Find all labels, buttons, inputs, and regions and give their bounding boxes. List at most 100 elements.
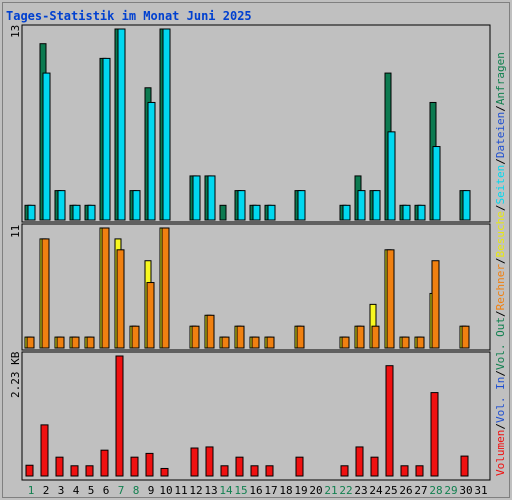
legend-besuche: Besuche <box>494 211 507 257</box>
bar-volumen-day-14 <box>220 465 229 477</box>
x-tick-label-day-6: 6 <box>103 484 110 497</box>
bar-volumen-day-7 <box>115 355 124 477</box>
bar-dateien-day-13 <box>207 175 216 221</box>
bar-dateien-day-16 <box>252 204 261 221</box>
bar-volumen-day-5 <box>85 465 94 477</box>
bar-dateien-day-23 <box>357 190 366 221</box>
bar-volumen-day-16 <box>250 465 259 477</box>
x-tick-label-day-31: 31 <box>474 484 487 497</box>
bar-dateien-day-15 <box>237 190 246 221</box>
panel-top-frame <box>21 24 491 223</box>
bar-rechner-day-13 <box>206 314 215 349</box>
bar-dateien-day-17 <box>267 204 276 221</box>
panel-middle-frame <box>21 223 491 351</box>
bar-rechner-day-15 <box>236 325 245 349</box>
bar-dateien-day-19 <box>297 190 306 221</box>
bar-dateien-day-7 <box>117 28 126 221</box>
bar-volumen-day-3 <box>55 456 64 477</box>
bar-volumen-day-30 <box>460 455 469 477</box>
bottom-ymax-label: 2.23 KB <box>9 351 22 398</box>
bar-dateien-day-1 <box>27 204 36 221</box>
x-tick-label-day-11: 11 <box>174 484 187 497</box>
bar-dateien-day-26 <box>402 204 411 221</box>
x-tick-label-day-27: 27 <box>414 484 427 497</box>
panel-bottom-frame <box>21 351 491 481</box>
x-tick-label-day-28: 28 <box>429 484 442 497</box>
bar-volumen-day-1 <box>25 464 34 477</box>
bar-volumen-day-28 <box>430 392 439 477</box>
legend-sep: / <box>494 310 507 317</box>
x-tick-label-day-14: 14 <box>219 484 233 497</box>
bar-rechner-day-2 <box>41 238 50 349</box>
x-tick-label-day-26: 26 <box>399 484 412 497</box>
bar-rechner-day-14 <box>221 336 230 349</box>
bar-rechner-day-22 <box>341 336 350 349</box>
bar-volumen-day-9 <box>145 452 154 477</box>
bar-rechner-day-26 <box>401 336 410 349</box>
x-tick-label-day-15: 15 <box>234 484 247 497</box>
legend-sep: / <box>494 257 507 264</box>
bar-volumen-day-25 <box>385 365 394 477</box>
x-tick-label-day-12: 12 <box>189 484 202 497</box>
legend-volumen: Volumen <box>494 430 507 476</box>
bar-dateien-day-2 <box>42 72 51 221</box>
legend-anfragen: Anfragen <box>494 52 507 105</box>
x-tick-label-day-22: 22 <box>339 484 352 497</box>
bar-volumen-day-27 <box>415 465 424 477</box>
x-tick-label-day-4: 4 <box>73 484 80 497</box>
legend-vol-out: Vol. Out <box>494 317 507 370</box>
x-tick-label-day-13: 13 <box>204 484 217 497</box>
bar-volumen-day-4 <box>70 465 79 477</box>
x-tick-label-day-30: 30 <box>459 484 472 497</box>
legend-vol-in: Vol. In <box>494 377 507 423</box>
x-tick-label-day-29: 29 <box>444 484 457 497</box>
bar-anfragen-day-14 <box>219 204 227 221</box>
bar-volumen-day-13 <box>205 446 214 477</box>
legend-sep: / <box>494 204 507 211</box>
x-tick-label-day-5: 5 <box>88 484 95 497</box>
legend-sep: / <box>494 370 507 377</box>
bar-rechner-day-17 <box>266 336 275 349</box>
legend-dateien: Dateien <box>494 112 507 158</box>
x-tick-label-day-7: 7 <box>118 484 125 497</box>
bar-dateien-day-10 <box>162 28 171 221</box>
bar-rechner-day-8 <box>131 325 140 349</box>
x-tick-label-day-3: 3 <box>58 484 65 497</box>
bar-dateien-day-24 <box>372 190 381 221</box>
x-tick-label-day-23: 23 <box>354 484 367 497</box>
bar-volumen-day-24 <box>370 456 379 477</box>
bar-volumen-day-23 <box>355 446 364 477</box>
x-tick-label-day-21: 21 <box>324 484 337 497</box>
x-tick-label-day-17: 17 <box>264 484 277 497</box>
chart-title: Tages-Statistik im Monat Juni 2025 <box>6 9 252 23</box>
bar-dateien-day-25 <box>387 131 396 221</box>
x-tick-label-day-9: 9 <box>148 484 155 497</box>
bar-volumen-day-15 <box>235 456 244 477</box>
legend: Volumen/Vol. In/Vol. Out/Rechner/Besuche… <box>494 52 507 476</box>
bar-volumen-day-26 <box>400 465 409 477</box>
x-axis-labels: 1 2 3 4 5 6 7 8 9 10 11 12 13 14 15 16 17 18 19 20 21 22 23 24 2… <box>28 484 488 497</box>
x-tick-label-day-16: 16 <box>249 484 262 497</box>
x-tick-label-day-19: 19 <box>294 484 307 497</box>
x-tick-label-day-24: 24 <box>369 484 383 497</box>
bar-dateien-day-27 <box>417 204 426 221</box>
bar-rechner-day-4 <box>71 336 80 349</box>
bar-dateien-day-9 <box>147 101 156 221</box>
bar-rechner-day-9 <box>146 282 155 349</box>
legend-sep: / <box>494 158 507 165</box>
bar-dateien-day-22 <box>342 204 351 221</box>
bar-dateien-day-6 <box>102 57 111 221</box>
bar-rechner-day-10 <box>161 227 170 349</box>
top-ymax-label: 13 <box>9 25 22 38</box>
bar-volumen-day-2 <box>40 424 49 477</box>
bar-volumen-day-19 <box>295 456 304 477</box>
bar-volumen-day-17 <box>265 465 274 477</box>
x-tick-label-day-2: 2 <box>43 484 50 497</box>
bar-rechner-day-12 <box>191 325 200 349</box>
bar-rechner-day-3 <box>56 336 65 349</box>
bar-dateien-day-4 <box>72 204 81 221</box>
bar-volumen-day-10 <box>160 467 169 477</box>
